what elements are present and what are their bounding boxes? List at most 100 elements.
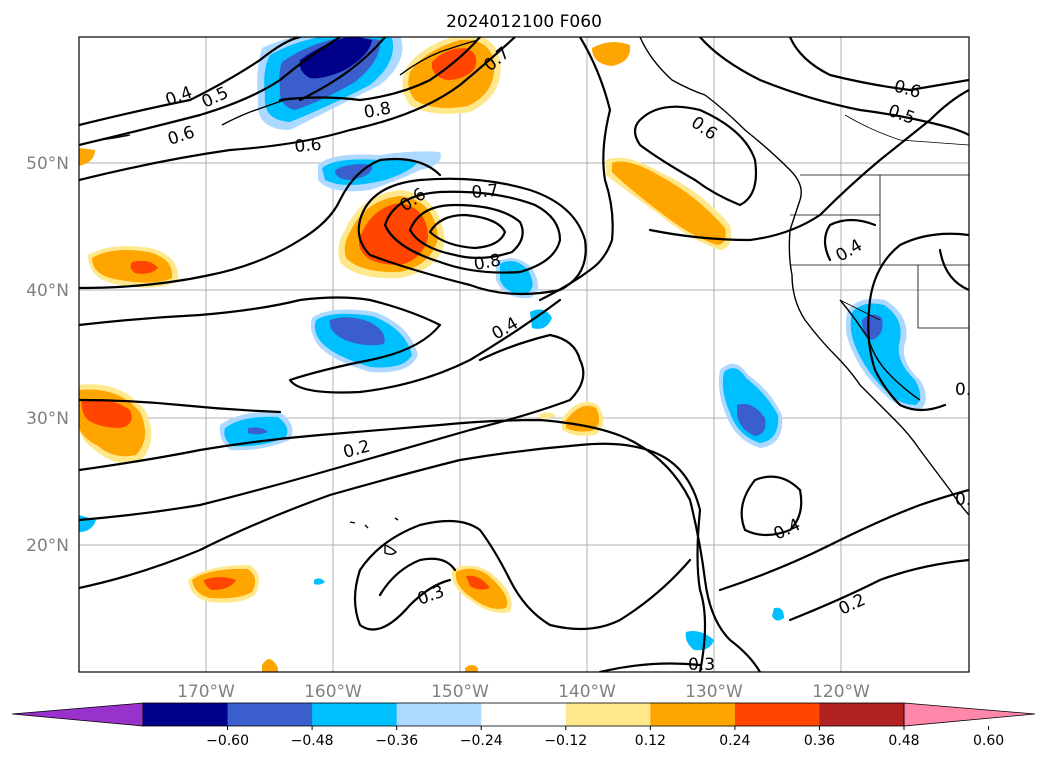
contour-0.5-ridge [538, 37, 614, 302]
contour-label: 0.6 [294, 135, 323, 157]
contour-0.4-small [823, 218, 877, 262]
contour-0.5-trough [79, 157, 442, 290]
coastlines [99, 37, 969, 555]
colorbar-cell [396, 703, 482, 726]
colorbar-tick-label: 0.60 [973, 733, 1004, 749]
map-frame [78, 36, 970, 673]
contour-0.5-ne-upper [698, 37, 969, 137]
lat-label: 50°N [26, 154, 69, 174]
negative-anomaly-north-pacific-strong [335, 164, 373, 180]
colorbar-cell [227, 703, 313, 726]
contour-0.4-trough-east [867, 232, 969, 412]
positive-anomaly-30n-west-strong [81, 399, 132, 428]
colorbar-tick-label: −0.48 [291, 733, 334, 749]
contour-0.6-north [79, 37, 517, 182]
border-state [839, 299, 881, 321]
colorbar-cell [819, 703, 905, 726]
contour-lines [79, 37, 969, 672]
colorbar-tick-label: −0.12 [544, 733, 587, 749]
contour-label: 0.3 [688, 655, 715, 675]
negative-anomaly-small-south [685, 631, 714, 651]
contour-0.3-bottom [598, 662, 702, 672]
positive-anomaly-patch [592, 42, 631, 66]
positive-anomaly-18n-west-strong [204, 577, 236, 590]
colorbar-tick-label: 0.24 [719, 733, 750, 749]
colorbar-cell [312, 703, 398, 726]
longitude-labels: 170°W 160°W 150°W 140°W 130°W 120°W [177, 682, 870, 702]
positive-anomaly-tiny [540, 412, 556, 419]
contour-0.6-ne-loop [633, 105, 758, 207]
contour-0.4 [79, 37, 302, 127]
lon-label: 160°W [304, 682, 362, 702]
contour-0.2-central [79, 333, 585, 522]
coastline-west-america [788, 199, 969, 516]
lon-label: 150°W [431, 682, 489, 702]
colorbar-tick-labels: −0.60 −0.48 −0.36 −0.24 −0.12 0.12 0.24 0.36 0.4… [206, 726, 1004, 749]
colorbar-extend-max [903, 702, 1036, 727]
colorbar-extend-min [11, 702, 144, 727]
islands-hawaii [349, 517, 399, 529]
coastline-aleutians [221, 97, 291, 126]
map-area: 0.4 0.5 0.6 0.6 0.7 0.8 0.6 0.7 0.8 0.4 … [79, 37, 982, 675]
contour-label: 0.7 [471, 181, 500, 203]
contour-0.6-ne [788, 37, 969, 92]
contour-0.3-low-west [353, 568, 452, 631]
contour-0.3-west [79, 398, 282, 414]
contour-label: 0.2 [955, 380, 982, 400]
island-hawaii [384, 544, 397, 555]
coastline-alaska-bc [639, 37, 802, 201]
negative-anomaly-28n-strong [248, 427, 268, 435]
contour-0.2-se [788, 558, 969, 622]
political-borders [790, 114, 969, 329]
colorbar-cell [143, 703, 229, 726]
colorbar-tick-label: −0.36 [375, 733, 418, 749]
coastline-baja [839, 299, 921, 401]
contour-0.6-closed [357, 177, 587, 296]
contour-0.5 [79, 37, 342, 147]
colorbar-cell [650, 703, 736, 726]
contour-1.0 [298, 37, 387, 102]
positive-anomaly-west-edge [79, 148, 95, 166]
colorbar-cell [481, 703, 567, 726]
contour-0.9-closed [428, 213, 507, 250]
contour-0.8-north [278, 37, 482, 102]
contour-0.8-closed [408, 203, 524, 259]
colorbar-outline [142, 702, 905, 727]
negative-anomaly-small-south [772, 607, 784, 621]
lon-label: 130°W [685, 682, 743, 702]
lat-label: 30°N [26, 409, 69, 429]
border-state [917, 265, 969, 329]
contour-label: 0.2 [955, 490, 982, 510]
contour-0.3-low [358, 519, 692, 631]
negative-anomaly-california-strong [862, 314, 883, 340]
latitude-labels: 50°N 40°N 30°N 20°N [26, 154, 69, 556]
border-canada [844, 114, 969, 146]
contour-0.4-loop-south [740, 475, 803, 537]
positive-anomaly-small-south [262, 659, 278, 672]
colorbar-tick-label: 0.48 [888, 733, 919, 749]
positive-anomaly-ne-streak-core [612, 161, 726, 245]
colorbar-tick-label: −0.24 [460, 733, 503, 749]
positive-anomaly-small-south [465, 665, 478, 672]
colorbar-tick-label: −0.60 [206, 733, 249, 749]
colorbar-cell [734, 703, 820, 726]
contour-label: 0.8 [362, 99, 392, 123]
negative-anomaly-130w-strong [737, 403, 766, 436]
colorbar-tick-label: 0.36 [804, 733, 835, 749]
contour-0.4-east [938, 248, 969, 292]
lon-label: 140°W [558, 682, 616, 702]
contour-label: 0.8 [472, 251, 502, 275]
contour-0.4-trough [79, 296, 562, 394]
lat-label: 20°N [26, 536, 69, 556]
coastline-alaska-peninsula [399, 39, 479, 76]
lat-label: 40°N [26, 281, 69, 301]
contour-0.7-closed [383, 190, 562, 274]
positive-anomaly-far-west-strong [130, 260, 158, 274]
colorbar-tick-label: 0.12 [635, 733, 666, 749]
negative-anomaly-35n-strong [329, 317, 385, 346]
contour-0.3-se [718, 488, 969, 592]
colorbar-cell [565, 703, 651, 726]
contour-0.4-low [378, 557, 457, 597]
contour-0.2-south [79, 442, 707, 672]
